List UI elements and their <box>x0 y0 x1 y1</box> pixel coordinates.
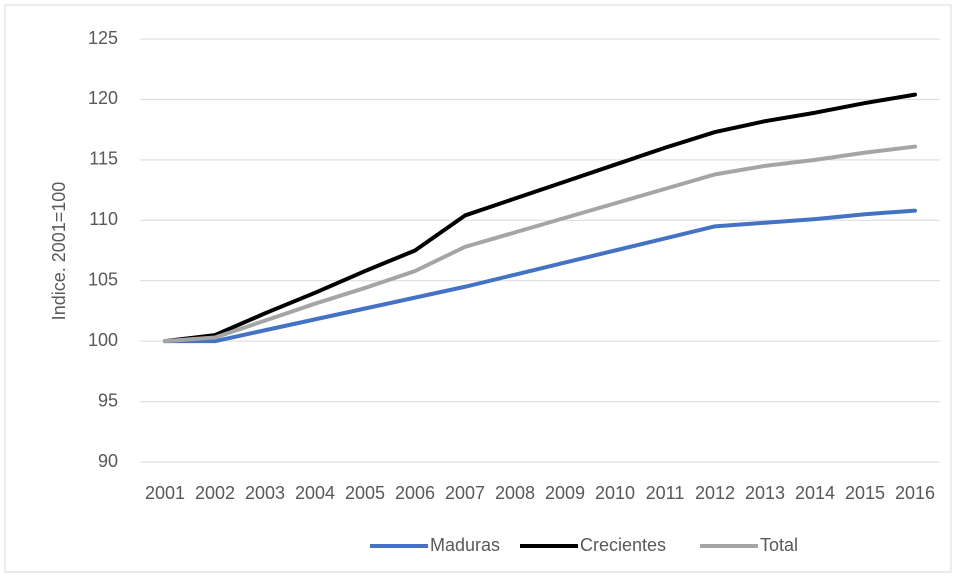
x-tick-label: 2013 <box>745 483 785 503</box>
x-tick-label: 2014 <box>795 483 835 503</box>
x-tick-label: 2008 <box>495 483 535 503</box>
legend-label: Total <box>760 535 798 555</box>
line-series <box>163 92 917 344</box>
y-tick-label: 105 <box>88 269 118 289</box>
x-tick-label: 2007 <box>445 483 485 503</box>
y-tick-label: 95 <box>98 390 118 410</box>
y-tick-label: 115 <box>89 149 118 169</box>
x-tick-label: 2004 <box>295 483 335 503</box>
line-series <box>163 208 917 344</box>
legend-label: Maduras <box>430 535 500 555</box>
x-tick-label: 2011 <box>646 483 685 503</box>
line-series <box>163 144 917 344</box>
x-tick-label: 2005 <box>345 483 385 503</box>
x-tick-label: 2001 <box>145 483 185 503</box>
x-tick-label: 2016 <box>895 483 935 503</box>
x-tick-label: 2012 <box>695 483 735 503</box>
y-tick-label: 120 <box>88 88 118 108</box>
x-tick-label: 2010 <box>595 483 635 503</box>
y-tick-label: 100 <box>88 330 118 350</box>
y-tick-label: 125 <box>88 28 118 48</box>
x-tick-label: 2015 <box>845 483 885 503</box>
x-tick-label: 2002 <box>195 483 235 503</box>
y-axis-label: Indice. 2001=100 <box>49 182 69 321</box>
x-tick-label: 2009 <box>545 483 585 503</box>
x-tick-label: 2006 <box>395 483 435 503</box>
x-tick-label: 2003 <box>245 483 285 503</box>
legend-label: Crecientes <box>580 535 666 555</box>
y-tick-label: 90 <box>98 451 118 471</box>
y-tick-label: 110 <box>89 209 118 229</box>
